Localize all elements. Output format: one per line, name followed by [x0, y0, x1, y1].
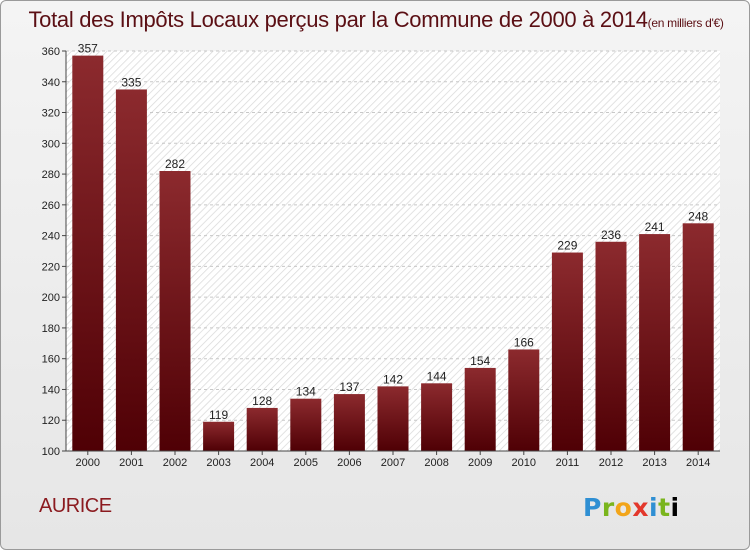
- y-tick-label: 160: [42, 354, 60, 366]
- bar: [333, 394, 365, 451]
- y-tick-label: 300: [42, 138, 60, 150]
- bar-value-label: 236: [601, 228, 621, 242]
- bar: [290, 398, 322, 451]
- x-tick-label: 2001: [119, 457, 143, 469]
- x-tick-label: 2000: [76, 457, 100, 469]
- x-tick-label: 2007: [381, 457, 405, 469]
- bar: [115, 89, 147, 451]
- bar-value-label: 119: [209, 408, 228, 422]
- bar-value-label: 241: [645, 220, 665, 234]
- chart-title: Total des Impôts Locaux perçus par la Co…: [1, 7, 749, 33]
- y-tick-label: 320: [42, 108, 60, 120]
- title-text: Total des Impôts Locaux perçus par la Co…: [28, 7, 648, 32]
- x-tick-label: 2014: [686, 457, 710, 469]
- y-tick-label: 200: [42, 292, 60, 304]
- x-tick-label: 2003: [206, 457, 230, 469]
- x-tick-label: 2006: [337, 457, 361, 469]
- bar-value-label: 154: [470, 354, 490, 368]
- bar: [421, 383, 453, 451]
- x-tick-label: 2009: [468, 457, 492, 469]
- y-tick-label: 360: [42, 46, 60, 58]
- bar: [682, 223, 714, 451]
- bar-value-label: 229: [557, 239, 577, 253]
- x-tick-label: 2012: [599, 457, 623, 469]
- y-tick-label: 220: [42, 261, 60, 273]
- y-tick-label: 260: [42, 200, 60, 212]
- bars: 357 335 282 119 128 134 137 142 144 154 166 229 236 2…: [72, 42, 714, 451]
- x-tick-label: 2005: [294, 457, 318, 469]
- bar: [508, 349, 540, 451]
- bar: [595, 241, 627, 451]
- x-tick-label: 2010: [512, 457, 536, 469]
- commune-name: AURICE: [39, 495, 112, 517]
- bar: [639, 234, 671, 451]
- bar-value-label: 357: [78, 42, 98, 56]
- y-tick-label: 340: [42, 77, 60, 89]
- bar: [72, 55, 104, 451]
- bar-value-label: 166: [514, 335, 534, 349]
- y-tick-label: 120: [42, 415, 60, 427]
- bar-value-label: 134: [296, 385, 316, 399]
- bar: [551, 252, 583, 451]
- bar: [203, 421, 235, 451]
- y-tick-label: 140: [42, 384, 60, 396]
- x-tick-label: 2008: [424, 457, 448, 469]
- x-tick-label: 2011: [556, 457, 580, 469]
- x-tick-label: 2002: [163, 457, 187, 469]
- proxiti-logo: Proxiti: [583, 493, 680, 522]
- bar-value-label: 335: [121, 75, 141, 89]
- y-tick-label: 180: [42, 323, 60, 335]
- bar-value-label: 137: [339, 380, 359, 394]
- bar-value-label: 144: [427, 369, 447, 383]
- bar: [246, 407, 278, 451]
- bar: [377, 386, 409, 451]
- unit-text: (en milliers d'€): [647, 16, 724, 30]
- x-tick-label: 2004: [250, 457, 274, 469]
- bar: [159, 171, 191, 451]
- bar-value-label: 128: [252, 394, 272, 408]
- bar-value-label: 282: [165, 157, 185, 171]
- bar: [464, 367, 496, 451]
- y-tick-label: 100: [42, 446, 60, 458]
- axes: 100 120 140 160 180 200 220 240 260 280 300 320 340 3…: [42, 46, 720, 469]
- y-tick-label: 240: [42, 231, 60, 243]
- y-tick-label: 280: [42, 169, 60, 181]
- bar-value-label: 142: [383, 372, 403, 386]
- x-tick-label: 2013: [642, 457, 666, 469]
- bar-value-label: 248: [688, 209, 708, 223]
